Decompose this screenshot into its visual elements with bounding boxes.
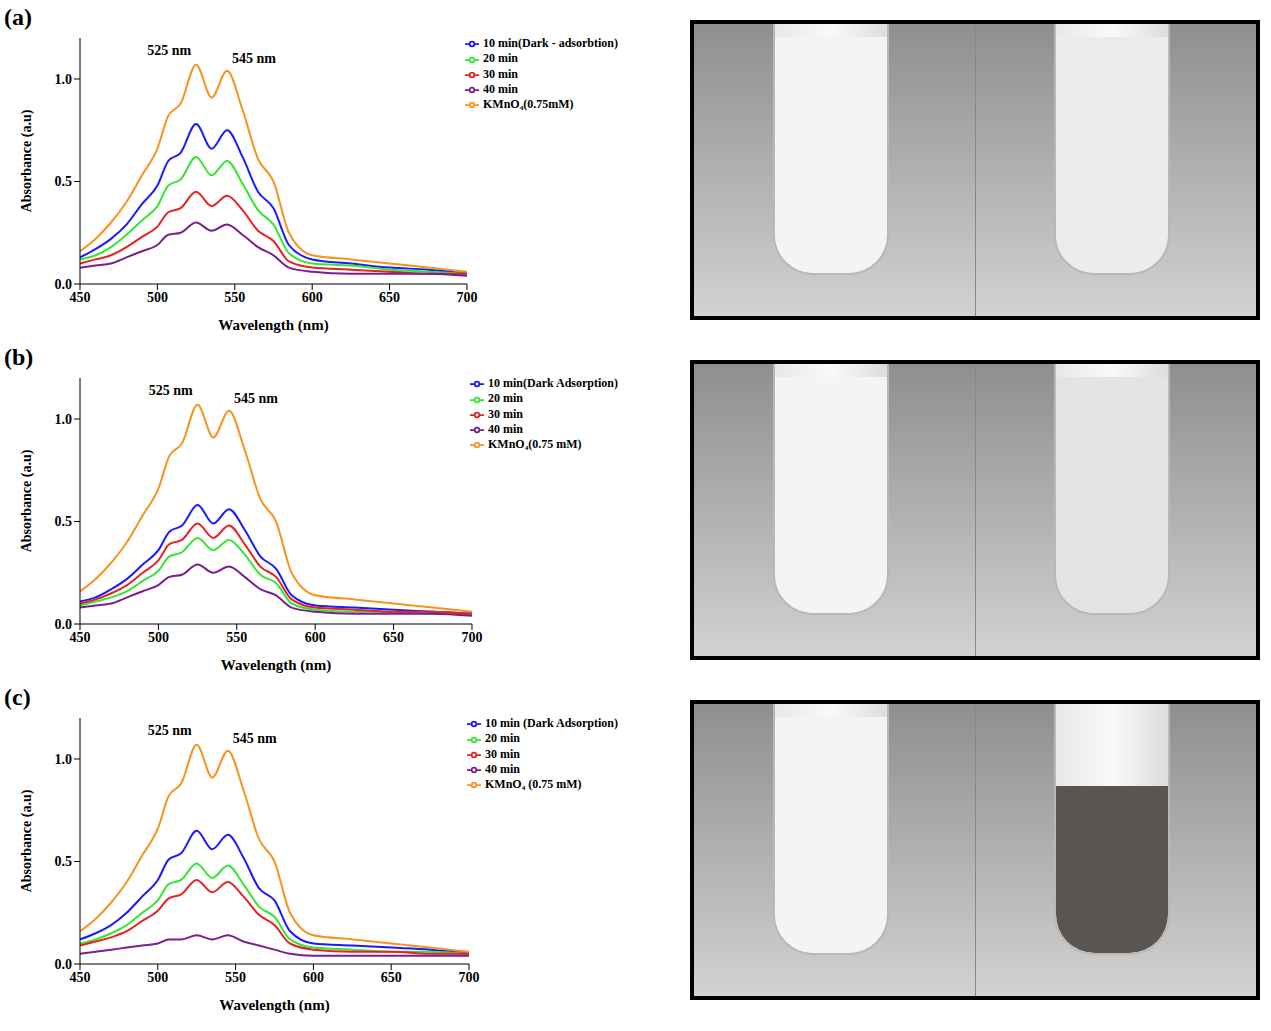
svg-text:450: 450: [70, 630, 91, 645]
svg-text:525 nm: 525 nm: [149, 383, 193, 398]
html-text:40 min: 40 min: [488, 421, 523, 436]
svg-text:0.0: 0.0: [55, 957, 73, 972]
svg-text:Absorbance (a.u): Absorbance (a.u): [19, 109, 35, 212]
svg-text:545 nm: 545 nm: [234, 391, 278, 406]
svg-text:525 nm: 525 nm: [147, 43, 191, 58]
html-text:20 min: 20 min: [488, 391, 523, 406]
svg-text:450: 450: [70, 290, 91, 305]
svg-text:545 nm: 545 nm: [233, 731, 277, 746]
svg-text:650: 650: [379, 290, 400, 305]
svg-text:545 nm: 545 nm: [232, 51, 276, 66]
svg-text:700: 700: [461, 630, 482, 645]
svg-text:0.5: 0.5: [55, 854, 73, 869]
svg-text:600: 600: [302, 290, 323, 305]
html-text:30 min: 30 min: [485, 746, 520, 761]
svg-text:Absorbance (a.u): Absorbance (a.u): [19, 449, 35, 552]
svg-text:Absorbance (a.u): Absorbance (a.u): [19, 789, 35, 892]
svg-text:650: 650: [383, 630, 404, 645]
svg-text:650: 650: [381, 970, 402, 985]
svg-text:700: 700: [458, 970, 479, 985]
html-text:10 min (Dark Adsorption): 10 min (Dark Adsorption): [485, 716, 618, 730]
html-text:10 min(Dark - adsorbtion): 10 min(Dark - adsorbtion): [483, 36, 618, 50]
svg-text:1.0: 1.0: [55, 752, 73, 767]
svg-text:550: 550: [224, 290, 245, 305]
svg-text:Wavelength (nm): Wavelength (nm): [218, 317, 328, 334]
svg-text:700: 700: [456, 290, 477, 305]
svg-text:525 nm: 525 nm: [148, 723, 192, 738]
html-text:(a): (a): [4, 4, 32, 30]
html-text:30 min: 30 min: [488, 406, 523, 421]
svg-text:550: 550: [225, 970, 246, 985]
svg-text:1.0: 1.0: [55, 72, 73, 87]
html-text:(c): (c): [4, 684, 31, 710]
svg-text:Wavelength (nm): Wavelength (nm): [221, 657, 331, 674]
svg-text:550: 550: [226, 630, 247, 645]
svg-text:600: 600: [303, 970, 324, 985]
html-text:KMnO₄(0.75mM): KMnO₄(0.75mM): [483, 97, 574, 111]
html-text:KMnO₄(0.75 mM): KMnO₄(0.75 mM): [488, 437, 582, 451]
html-text:40 min: 40 min: [483, 81, 518, 96]
svg-text:500: 500: [147, 290, 168, 305]
svg-text:0.5: 0.5: [55, 174, 73, 189]
svg-text:500: 500: [147, 970, 168, 985]
svg-text:450: 450: [70, 970, 91, 985]
html-text:20 min: 20 min: [483, 51, 518, 66]
svg-text:1.0: 1.0: [55, 412, 73, 427]
html-text:10 min(Dark Adsorption): 10 min(Dark Adsorption): [488, 376, 618, 390]
svg-text:600: 600: [305, 630, 326, 645]
svg-text:0.0: 0.0: [55, 617, 73, 632]
html-text:KMnO₄ (0.75 mM): KMnO₄ (0.75 mM): [485, 777, 582, 791]
svg-text:0.5: 0.5: [55, 514, 73, 529]
svg-text:500: 500: [148, 630, 169, 645]
svg-text:Wavelength (nm): Wavelength (nm): [219, 997, 329, 1014]
html-text:40 min: 40 min: [485, 761, 520, 776]
svg-text:0.0: 0.0: [55, 277, 73, 292]
html-text:30 min: 30 min: [483, 66, 518, 81]
html-text:(b): (b): [4, 344, 34, 370]
html-text:20 min: 20 min: [485, 731, 520, 746]
